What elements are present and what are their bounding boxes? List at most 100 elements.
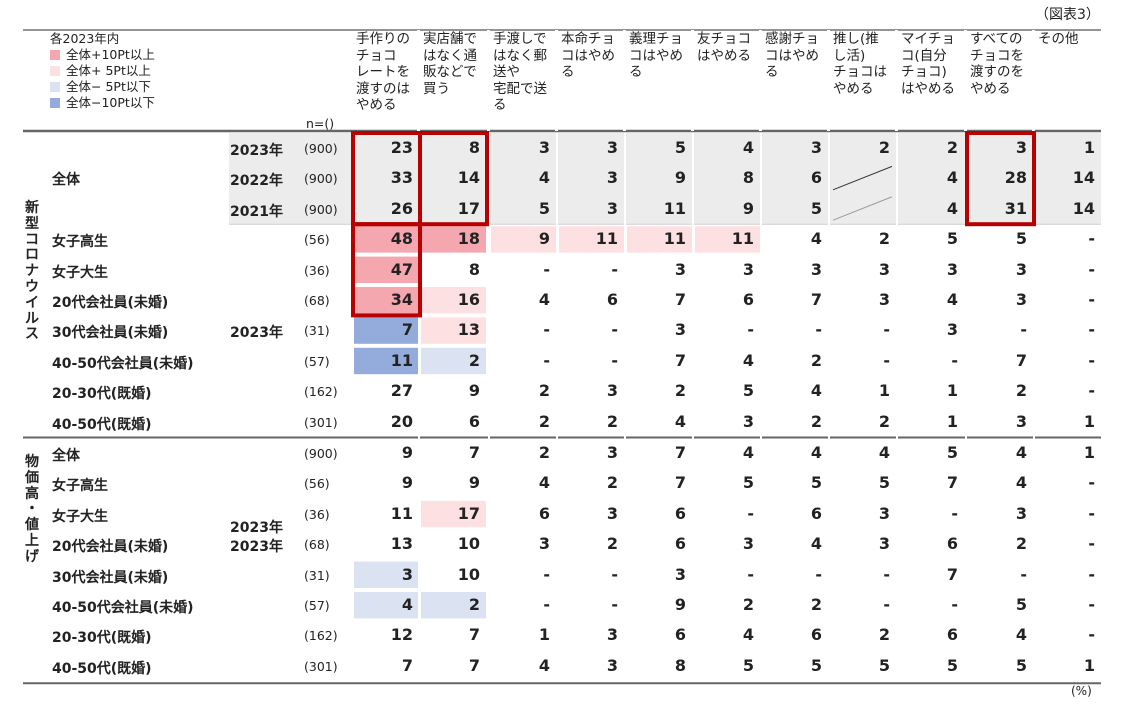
year-label: 2023年 [230,143,283,159]
table-cell: - [1088,503,1095,523]
table-cell: - [1020,320,1027,340]
table-cell: 7 [674,443,686,462]
column-header: その他 [1038,31,1079,47]
legend-swatch-minus5 [50,82,60,92]
table-cell: 3 [538,534,550,554]
table-cell: 3 [1015,290,1027,309]
n-value: (68) [304,537,330,553]
column-header: 実店舗で はなく通 販などで 買う [423,31,477,97]
table-cell: 2 [674,381,686,401]
table-cell: 3 [1015,259,1027,279]
cell-fill [354,287,419,314]
table-cell: - [1088,473,1095,493]
table-cell: 2 [1015,381,1027,401]
table-cell: - [815,564,822,584]
year-label: 2021年 [230,203,283,220]
table-cell: 3 [606,198,618,218]
table-cell: 1 [878,381,890,401]
table-cell: 17 [457,503,480,523]
row-label: 30代会社員(未婚) [52,325,169,342]
legend: 各2023年内 全体+10Pt以上 全体+ 5Pt以上 全体− 5Pt以下 全体… [50,31,155,111]
table-cell: 7 [468,655,480,675]
table-cell: - [1088,229,1095,249]
legend-label-plus5: 全体+ 5Pt以上 [66,63,151,78]
table-cell: 5 [878,655,890,675]
legend-label-minus5: 全体− 5Pt以下 [66,79,151,94]
table-cell: - [747,503,754,523]
table-cell: - [611,595,618,614]
row-label: 20代会社員(未婚) [52,295,169,311]
cell-fill [421,226,486,253]
table-cell: - [543,259,550,279]
cell-fill [354,592,419,619]
table-cell: 2 [606,411,618,431]
highlight-box [418,131,489,227]
table-cell: - [611,564,618,584]
table-cell: 1 [946,381,958,401]
table-cell: 4 [946,290,958,309]
table-cell: 4 [810,534,822,554]
table-cell: 3 [674,320,686,340]
table-cell: 8 [468,259,480,279]
table-cell: 4 [742,138,754,157]
table-cell: 11 [663,229,686,249]
table-cell: 1 [946,411,958,431]
column-header: 友チョコ はやめる [697,31,751,64]
table-cell: 9 [401,473,413,493]
table-cell: 1 [1083,655,1095,675]
row-label: 30代会社員(未婚) [52,569,169,586]
table-cell: 6 [946,534,958,554]
highlight-box [965,131,1036,227]
table-cell: - [543,350,550,370]
table-cell: 5 [946,229,958,249]
n-value: (162) [304,384,338,400]
table-cell: 13 [390,534,413,554]
cell-fill [421,500,486,528]
legend-swatch-minus10 [50,98,60,108]
table-cell: 2 [1015,534,1027,554]
table-cell: 3 [878,259,890,279]
table-cell: 9 [468,381,480,401]
n-value: (56) [304,232,330,248]
table-cell: 6 [674,625,686,645]
table-cell: 3 [674,259,686,279]
table-cell: - [1088,381,1095,401]
table-cell: 7 [468,443,480,462]
table-cell: 27 [390,381,413,401]
table-cell: 3 [1015,138,1027,157]
table-cell: 9 [674,595,686,614]
table-cell: 3 [606,381,618,401]
table-cell: 16 [457,290,480,309]
legend-title: 各2023年内 [50,31,120,46]
year-label: 2023年 [230,539,283,556]
table-cell: 2 [468,350,480,370]
table-cell: 6 [674,503,686,523]
legend-label-minus10: 全体−10Pt以下 [66,95,155,110]
table-cell: 2 [878,138,890,157]
n-value: (900) [304,141,338,156]
table-cell: 28 [1004,168,1027,188]
table-cell: 4 [401,595,413,614]
column-header: マイチョ コ(自分 チョコ) はやめる [901,31,955,97]
table-cell: 2 [538,411,550,431]
n-value: (162) [304,628,338,644]
table-cell: 3 [742,411,754,431]
table-cell: 4 [538,473,550,493]
row-label: 40-50代会社員(未婚) [52,355,194,372]
table-cell: 6 [674,534,686,554]
row-label: 女子大生 [52,508,108,525]
n-value: (68) [304,293,330,308]
table-cell: 11 [663,198,686,218]
cell-fill [627,226,692,253]
table-cell: 3 [606,138,618,157]
column-header: 感謝チョ コはやめ る [765,31,819,80]
cell-fill [421,287,486,314]
table-cell: 6 [810,625,822,645]
legend-swatch-plus5 [50,66,60,76]
table-cell: - [883,350,890,370]
table-cell: - [611,350,618,370]
table-cell: 20 [390,411,413,431]
n-value: (57) [304,353,330,369]
cell-fill [559,226,624,253]
legend-label-plus10: 全体+10Pt以上 [66,47,155,62]
